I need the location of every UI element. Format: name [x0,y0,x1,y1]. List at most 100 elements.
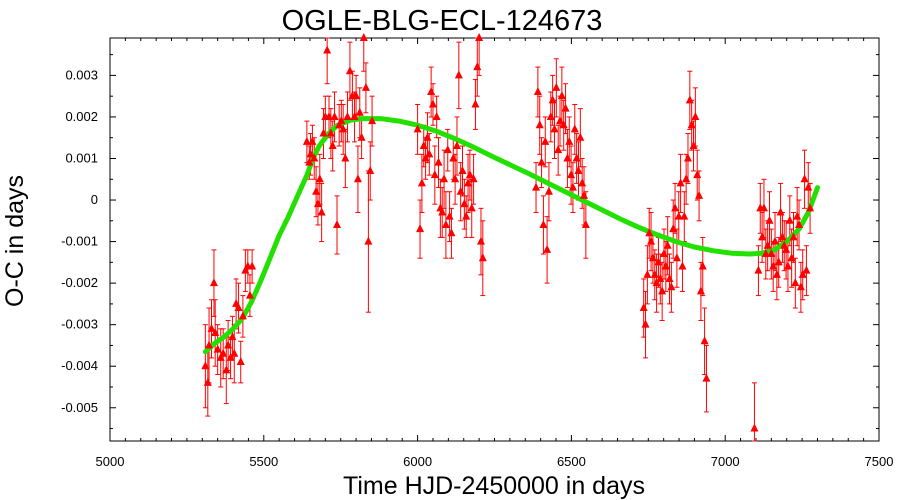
data-point [460,199,469,208]
data-point [765,215,774,224]
y-tick-label: -0.003 [61,317,98,332]
data-point [570,124,579,133]
data-point [323,45,332,54]
data-point [787,253,796,262]
data-point [417,178,426,187]
data-point [561,103,570,112]
x-axis-label: Time HJD-2450000 in days [343,472,645,500]
data-point [201,361,210,370]
data-point [359,33,368,41]
data-point [471,99,480,108]
data-point [226,352,235,361]
data-point [339,124,348,133]
x-tick-label: 7000 [711,454,740,469]
data-point [669,224,678,233]
data-point [434,157,443,166]
data-point [702,373,711,382]
y-tick-label: 0.003 [65,67,98,82]
data-point [572,153,581,162]
data-point [427,87,436,96]
data-point [328,141,337,150]
error-bars [202,37,813,442]
data-point [205,340,214,349]
data-point [796,282,805,291]
data-point [310,153,319,162]
data-point [802,265,811,274]
data-point [676,178,685,187]
data-point [345,66,354,75]
data-point [658,286,667,295]
data-point [568,182,577,191]
data-point [652,278,661,287]
data-point [465,170,474,179]
data-point [695,190,704,199]
data-point [683,153,692,162]
data-point [771,236,780,245]
data-point [783,261,792,270]
y-tick-label: 0.002 [65,109,98,124]
data-point [306,149,315,158]
data-point [641,319,650,328]
data-point [698,261,707,270]
data-point [353,174,362,183]
data-point [769,261,778,270]
data-point [789,232,798,241]
data-point [648,253,657,262]
data-point [650,269,659,278]
data-point [546,111,555,120]
data-point [691,111,700,120]
data-point [663,240,672,249]
data-point [219,348,228,357]
data-point [416,224,425,233]
data-point [432,111,441,120]
data-point [550,124,559,133]
data-point [305,157,314,166]
data-point [785,215,794,224]
data-point [203,377,212,386]
data-point [800,174,809,183]
data-point [317,207,326,216]
data-point [552,82,561,91]
data-point [443,145,452,154]
data-point [350,111,359,120]
data-point [774,257,783,266]
data-point [776,207,785,216]
y-tick-label: -0.005 [61,400,98,415]
data-point [343,111,352,120]
data-point [578,178,587,187]
data-point [750,423,759,432]
data-point [767,249,776,258]
data-point [567,170,576,179]
fit-curve [202,116,820,355]
x-tick-label: 6500 [557,454,586,469]
fit-curve-group [202,116,820,355]
data-point [647,236,656,245]
data-point [452,141,461,150]
data-point [574,165,583,174]
data-point [428,99,437,108]
data-point [462,211,471,220]
data-point [758,232,767,241]
data-point [759,203,768,212]
data-point [230,348,239,357]
data-point [656,273,665,282]
data-point [467,203,476,212]
data-point [533,87,542,96]
data-point [661,261,670,270]
data-point [248,261,257,270]
data-point [643,269,652,278]
data-point [700,336,709,345]
data-point [696,286,705,295]
data-point [556,116,565,125]
data-point [469,174,478,183]
data-point [671,203,680,212]
x-tick-label: 5000 [96,454,125,469]
data-point [689,141,698,150]
y-tick-label: -0.001 [61,234,98,249]
data-point [315,174,324,183]
data-point [333,219,342,228]
data-point [475,33,484,41]
data-point [224,340,233,349]
data-point [238,311,247,320]
data-point [326,128,335,137]
